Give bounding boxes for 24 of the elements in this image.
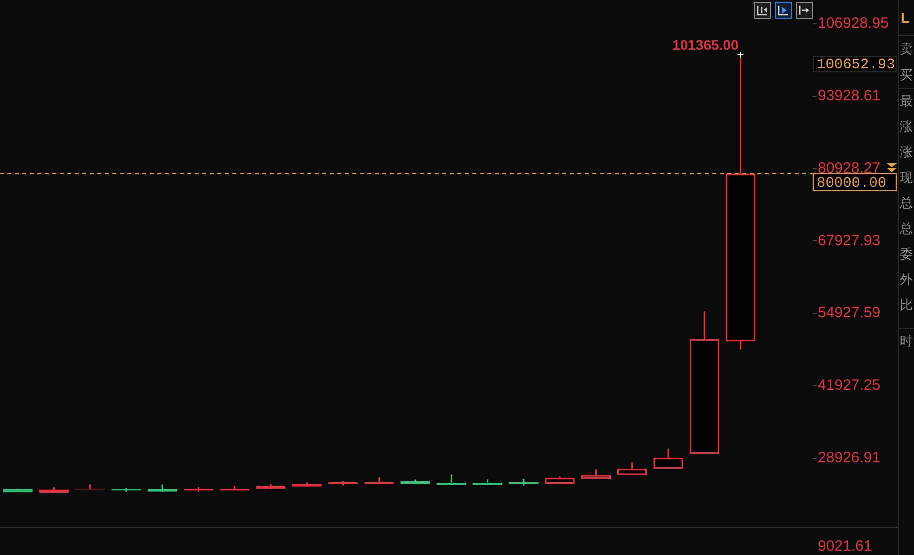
text: 涨 xyxy=(900,120,913,135)
text: 9021.61 xyxy=(818,538,872,555)
text: 总 xyxy=(899,196,913,212)
text: 买 xyxy=(900,68,913,84)
text: 比 xyxy=(900,298,913,314)
text: 现 xyxy=(900,170,913,186)
y-tick-label: 41927.25 xyxy=(818,377,881,394)
y-tick-label: 93928.61 xyxy=(818,88,881,105)
ref-line-label: 80000.00 xyxy=(817,176,887,192)
y-tick-label: 67927.93 xyxy=(818,232,881,250)
text: 时 xyxy=(900,334,913,350)
annotation: 101365.00 xyxy=(672,36,739,53)
text: 委 xyxy=(900,247,913,262)
text: L xyxy=(901,10,910,26)
text: 外 xyxy=(900,272,913,288)
y-tick-label: 54927.59 xyxy=(818,304,881,322)
y-tick-label: 80928.27 xyxy=(818,160,881,177)
y-tick-label: 28926.91 xyxy=(818,450,881,466)
text: 100652.93 xyxy=(817,57,896,74)
y-tick-label: 106928.95 xyxy=(818,15,889,32)
text: 涨 xyxy=(900,145,913,160)
text: 总 xyxy=(899,222,913,237)
text: 卖 xyxy=(900,42,913,58)
text: 最 xyxy=(900,94,913,110)
